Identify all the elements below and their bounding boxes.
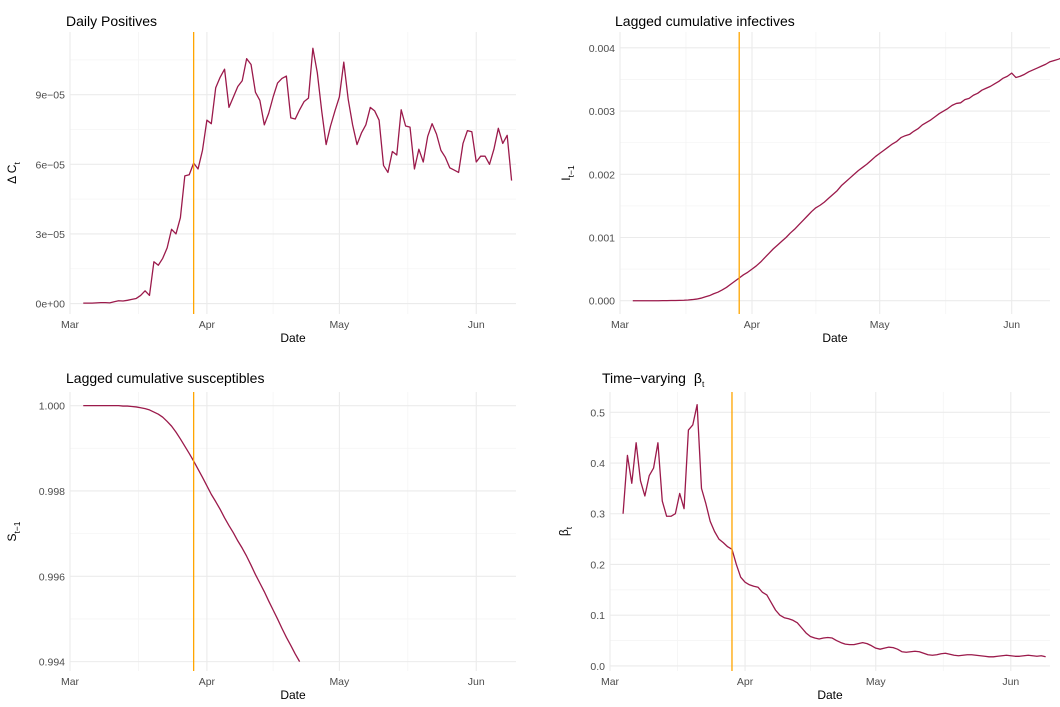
y-tick-label: 9e−05: [36, 90, 66, 102]
y-tick-label: 0.998: [39, 486, 65, 498]
x-tick-label: Jun: [1002, 676, 1019, 688]
y-tick-label: 0.996: [39, 571, 65, 583]
y-axis-label-subscript: t: [12, 162, 22, 165]
y-axis-label: βt: [557, 526, 574, 536]
y-tick-label: 0.000: [589, 296, 615, 308]
chart-daily-positives: Mar Apr May Jun 0e+00 3e−05 6e−05 9e−05 Daily Po…: [5, 13, 516, 345]
x-axis-label: Date: [280, 688, 306, 702]
y-tick-label: 6e−05: [36, 159, 66, 171]
chart-title-symbol: β: [694, 370, 702, 386]
y-tick-label: 0e+00: [36, 299, 66, 311]
x-tick-label: Mar: [61, 319, 80, 331]
y-tick-label: 0.2: [590, 559, 605, 571]
y-tick-label: 0.0: [590, 661, 605, 673]
y-tick-label: 1.000: [39, 401, 65, 413]
y-axis-label-subscript: t: [564, 526, 574, 529]
x-tick-label: May: [329, 319, 350, 331]
y-axis-label-main: I: [559, 177, 573, 180]
y-axis-label-subscript: t−1: [12, 521, 22, 533]
y-axis-label-main: Δ C: [5, 164, 19, 184]
chart-title: Lagged cumulative susceptibles: [66, 370, 264, 386]
y-tick-label: 3e−05: [36, 229, 66, 241]
x-tick-label: Apr: [199, 676, 216, 688]
y-axis-label: St−1: [5, 521, 22, 541]
y-tick-label: 0.002: [589, 169, 615, 181]
series-line: [632, 57, 1060, 302]
x-tick-label: May: [870, 319, 891, 331]
x-tick-label: May: [329, 676, 350, 688]
y-tick-label: 0.004: [589, 43, 615, 55]
y-tick-label: 0.001: [589, 232, 615, 244]
chart-title: Lagged cumulative infectives: [615, 13, 795, 29]
chart-lagged-susceptibles: Mar Apr May Jun 0.994 0.996 0.998 1.000 Lagged c…: [5, 370, 516, 702]
x-tick-label: Mar: [611, 319, 630, 331]
y-axis-label-subscript: t−1: [566, 165, 576, 177]
y-axis-label: It−1: [559, 165, 576, 181]
y-tick-label: 0.994: [39, 657, 65, 669]
chart-title-text: Lagged cumulative susceptibles: [66, 370, 264, 386]
x-axis-label: Date: [280, 331, 306, 345]
series-line: [83, 405, 301, 662]
y-tick-label: 0.5: [590, 407, 605, 419]
x-tick-label: Mar: [601, 676, 620, 688]
chart-title: Daily Positives: [66, 13, 157, 29]
chart-time-varying-beta: Mar Apr May Jun 0.0 0.1 0.2 0.3 0.4 0.5 Time−varyi…: [557, 370, 1050, 702]
chart-lagged-infectives: Mar Apr May Jun 0.000 0.001 0.002 0.003 0.004 Lag…: [559, 13, 1060, 345]
chart-title-text: Time−varying: [602, 370, 686, 386]
x-tick-label: Jun: [1003, 319, 1020, 331]
series-line: [622, 404, 1046, 658]
x-tick-label: Mar: [61, 676, 80, 688]
x-tick-label: Jun: [468, 319, 485, 331]
x-tick-label: Apr: [737, 676, 754, 688]
chart-title-text: Daily Positives: [66, 13, 157, 29]
x-tick-label: May: [866, 676, 887, 688]
x-tick-label: Jun: [468, 676, 485, 688]
chart-title-subscript: t: [702, 379, 705, 389]
y-axis-label-main: β: [557, 529, 571, 536]
y-tick-label: 0.4: [590, 458, 605, 470]
y-axis-label-main: S: [5, 534, 19, 542]
y-axis-label: Δ Ct: [5, 162, 22, 184]
x-tick-label: Apr: [199, 319, 216, 331]
series-line: [83, 47, 513, 304]
x-axis-label: Date: [822, 331, 848, 345]
y-tick-label: 0.003: [589, 106, 615, 118]
chart-title-text: Lagged cumulative infectives: [615, 13, 795, 29]
x-tick-label: Apr: [744, 319, 761, 331]
chart-title: Time−varying βt: [602, 370, 705, 389]
y-tick-label: 0.3: [590, 509, 605, 521]
x-axis-label: Date: [817, 688, 843, 702]
y-tick-label: 0.1: [590, 610, 605, 622]
